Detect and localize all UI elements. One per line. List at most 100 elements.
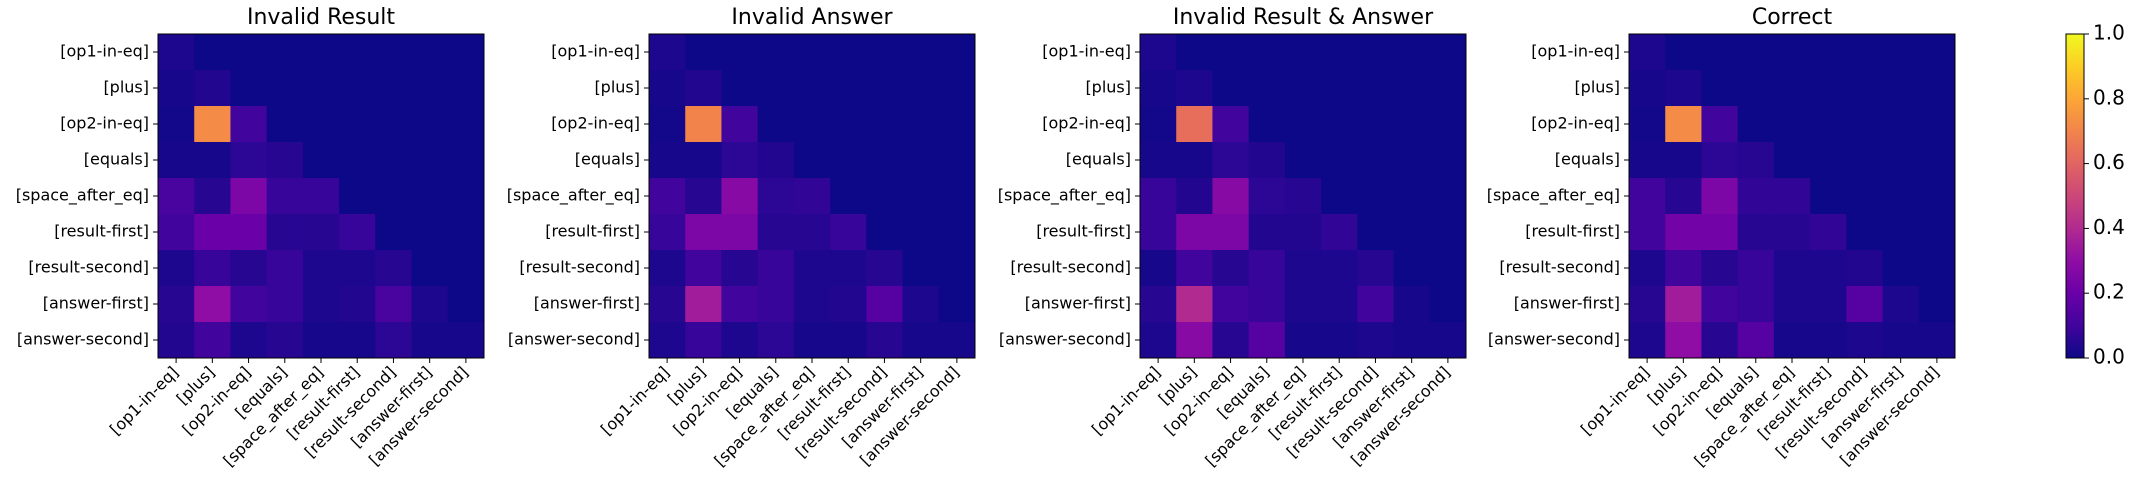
- heatmap-cell: [1284, 286, 1322, 323]
- heatmap-cell: [339, 322, 376, 359]
- heatmap-cell: [1918, 70, 1956, 107]
- heatmap-cell: [1212, 322, 1250, 359]
- heatmap-cell: [266, 34, 304, 71]
- heatmap-cell: [938, 70, 976, 107]
- heatmap-cell: [158, 250, 195, 287]
- heatmap-cell: [1212, 34, 1250, 71]
- heatmap-cell: [1140, 142, 1177, 179]
- heatmap-cell: [1918, 250, 1956, 287]
- heatmap-cell: [866, 34, 904, 71]
- heatmap-cell: [411, 106, 449, 143]
- heatmap-cell: [375, 70, 413, 107]
- heatmap-cell: [1248, 34, 1286, 71]
- heatmap-cell: [1773, 322, 1811, 359]
- heatmap-cell: [158, 322, 195, 359]
- heatmap-cell: [902, 250, 940, 287]
- heatmap-cell: [1701, 214, 1739, 251]
- y-tick-label: [space_after_eq]: [1487, 186, 1620, 206]
- y-tick-label: [op2-in-eq]: [60, 114, 149, 133]
- heatmap-cell: [158, 34, 195, 71]
- heatmap-cell: [649, 34, 686, 71]
- heatmap-cell: [1393, 178, 1431, 215]
- heatmap-cell: [1882, 286, 1920, 323]
- heatmap-cell: [1846, 286, 1884, 323]
- heatmap-cell: [685, 178, 722, 215]
- heatmap-cell: [1357, 106, 1395, 143]
- heatmap-cell: [1357, 34, 1395, 71]
- heatmap-cell: [302, 322, 340, 359]
- x-tick-label: [op1-in-eq]: [1088, 363, 1164, 439]
- heatmap-cell: [1737, 70, 1775, 107]
- y-tick-label: [result-second]: [1010, 258, 1131, 277]
- heatmap-cell: [339, 34, 376, 71]
- heatmap-cell: [1882, 322, 1920, 359]
- heatmap-cell: [1665, 34, 1702, 71]
- heatmap-cell: [757, 142, 795, 179]
- heatmap-cell: [902, 178, 940, 215]
- heatmap-cell: [194, 34, 231, 71]
- heatmap-cell: [1248, 178, 1286, 215]
- heatmap-cell: [793, 70, 831, 107]
- heatmap-cell: [866, 250, 904, 287]
- heatmap-cell: [230, 106, 268, 143]
- heatmap-cell: [1810, 250, 1847, 287]
- chart-title: Invalid Answer: [731, 5, 893, 30]
- heatmap-cell: [158, 286, 195, 323]
- heatmap-cell: [1140, 34, 1177, 71]
- heatmap-cell: [1882, 214, 1920, 251]
- heatmap-cell: [194, 178, 231, 215]
- y-tick-label: [plus]: [1574, 78, 1620, 97]
- y-tick-label: [answer-first]: [1514, 294, 1620, 313]
- heatmap-cell: [1737, 322, 1775, 359]
- heatmap-cell: [375, 106, 413, 143]
- heatmap-cell: [1665, 214, 1702, 251]
- heatmap-cell: [1665, 106, 1702, 143]
- heatmap-cell: [302, 70, 340, 107]
- heatmap-cell: [1810, 142, 1847, 179]
- heatmap-cell: [375, 214, 413, 251]
- heatmap-cell: [1810, 178, 1847, 215]
- heatmap-cell: [339, 250, 376, 287]
- heatmap-cell: [793, 142, 831, 179]
- heatmap-cell: [158, 214, 195, 251]
- heatmap-cell: [1284, 250, 1322, 287]
- heatmap-cell: [757, 250, 795, 287]
- heatmap-cell: [411, 214, 449, 251]
- heatmap-cell: [902, 106, 940, 143]
- heatmap-cell: [721, 214, 759, 251]
- heatmap-cell: [685, 286, 722, 323]
- heatmap-cell: [1393, 250, 1431, 287]
- heatmap-cell: [1176, 250, 1213, 287]
- heatmap-cell: [230, 250, 268, 287]
- heatmap-cell: [830, 70, 867, 107]
- heatmap-cell: [1918, 34, 1956, 71]
- heatmap-cell: [230, 34, 268, 71]
- heatmap-cell: [1882, 34, 1920, 71]
- heatmap-cell: [266, 214, 304, 251]
- heatmap-cell: [1212, 106, 1250, 143]
- heatmap-cell: [902, 70, 940, 107]
- heatmap-cell: [721, 286, 759, 323]
- heatmap-cell: [375, 322, 413, 359]
- y-tick-label: [space_after_eq]: [998, 186, 1131, 206]
- y-tick-label: [result-first]: [1036, 222, 1131, 241]
- heatmap-cell: [1918, 178, 1956, 215]
- heatmap-cell: [1248, 106, 1286, 143]
- heatmap-cell: [447, 322, 485, 359]
- heatmap-cell: [830, 106, 867, 143]
- heatmap-cell: [1357, 70, 1395, 107]
- heatmap-cell: [1737, 250, 1775, 287]
- heatmap-cell: [757, 178, 795, 215]
- heatmap-cell: [1248, 250, 1286, 287]
- heatmap-cell: [158, 106, 195, 143]
- heatmap-cell: [1737, 286, 1775, 323]
- heatmap-cell: [194, 214, 231, 251]
- y-tick-label: [plus]: [1085, 78, 1131, 97]
- heatmap-cell: [1773, 286, 1811, 323]
- heatmap-cell: [1810, 214, 1847, 251]
- y-tick-label: [op1-in-eq]: [1531, 42, 1620, 61]
- heatmap-cell: [230, 214, 268, 251]
- heatmap-cell: [1701, 70, 1739, 107]
- heatmap-cell: [1882, 70, 1920, 107]
- y-tick-label: [result-second]: [28, 258, 149, 277]
